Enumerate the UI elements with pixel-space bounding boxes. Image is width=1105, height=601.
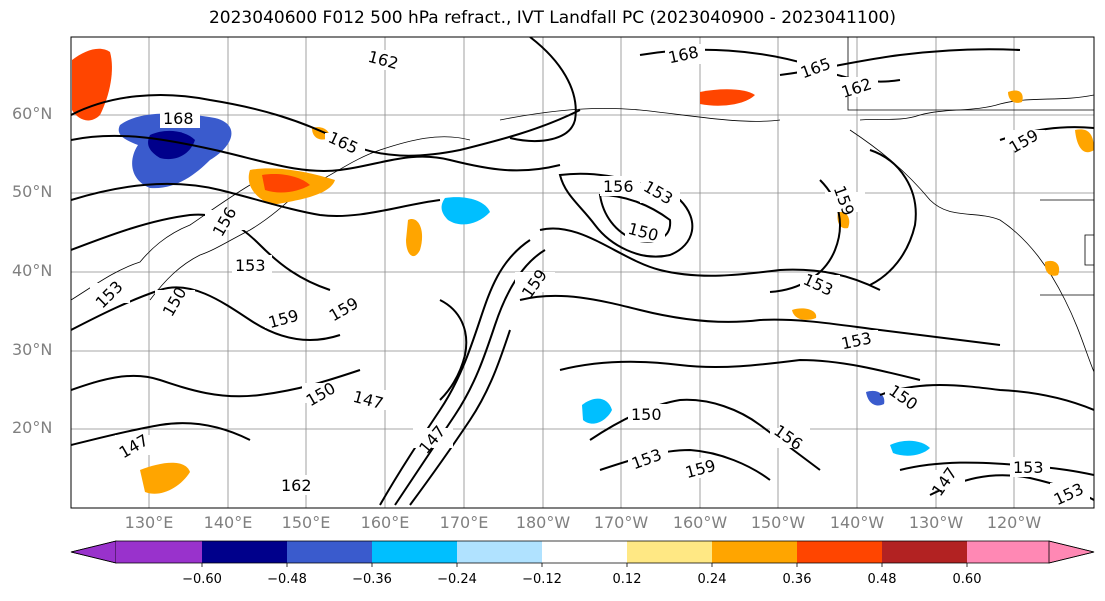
- colorbar-tick-label: 0.24: [697, 572, 727, 587]
- lat-label: 60°N: [12, 104, 53, 123]
- colorbar-bin: [882, 541, 967, 563]
- map-title: 2023040600 F012 500 hPa refract., IVT La…: [208, 8, 896, 28]
- lon-label: 140°W: [829, 513, 885, 532]
- lon-label: 130°W: [908, 513, 964, 532]
- map-border: [70, 36, 1095, 509]
- lat-label: 30°N: [12, 340, 53, 359]
- colorbar-tick-label: −0.36: [352, 572, 392, 587]
- lon-label: 170°E: [439, 513, 489, 532]
- colorbar-bin: [116, 541, 202, 563]
- lon-label: 130°E: [124, 513, 174, 532]
- lon-label: 170°W: [593, 513, 649, 532]
- colorbar-bin: [372, 541, 457, 563]
- colorbar-tick-label: −0.24: [437, 572, 477, 587]
- colorbar-bin: [712, 541, 797, 563]
- colorbar-tick-label: −0.60: [182, 572, 222, 587]
- map-panel: [71, 37, 1094, 508]
- shaded-region-orange: [1044, 260, 1060, 276]
- lat-label: 40°N: [12, 261, 53, 280]
- shaded-region-lightblue: [582, 398, 612, 424]
- shaded-region-darkblue: [148, 130, 195, 160]
- colorbar-tick-label: 0.48: [867, 572, 897, 587]
- colorbar-extend-low: [70, 540, 117, 564]
- shaded-region-red: [700, 89, 755, 106]
- colorbar-extend-high: [1048, 540, 1095, 564]
- shaded-region-blue: [866, 390, 885, 406]
- colorbar-bin: [967, 541, 1049, 563]
- lon-label: 150°W: [750, 513, 806, 532]
- colorbar-bin: [627, 541, 712, 563]
- colorbar-tick-label: 0.60: [952, 572, 982, 587]
- contour-label: 156: [603, 177, 634, 196]
- lat-label: 20°N: [12, 418, 53, 437]
- lon-label: 120°W: [986, 513, 1042, 532]
- contour-label: 150: [631, 405, 662, 424]
- contour-label: 168: [163, 109, 194, 128]
- shaded-region-orange: [406, 219, 423, 257]
- colorbar-tick-label: 0.36: [782, 572, 812, 587]
- lon-label: 180°W: [515, 513, 571, 532]
- lon-label: 140°E: [203, 513, 253, 532]
- lon-label: 160°W: [672, 513, 728, 532]
- colorbar-bin: [542, 541, 627, 563]
- colorbar-tick-label: 0.12: [612, 572, 642, 587]
- colorbar-bin: [457, 541, 542, 563]
- map-layers: [71, 37, 1094, 508]
- shaded-region-orange: [1008, 90, 1023, 103]
- shaded-region-lightblue: [441, 197, 490, 225]
- colorbar-outline: [70, 540, 1095, 564]
- contour-label: 153: [1013, 458, 1044, 477]
- colorbar-tick-label: −0.12: [522, 572, 562, 587]
- graticule: [71, 37, 1094, 508]
- contour-label: 153: [235, 256, 266, 275]
- lon-label: 160°E: [360, 513, 410, 532]
- shaded-region-lightblue: [890, 440, 930, 456]
- coastlines: [71, 37, 1094, 373]
- shaded-region-orange: [792, 308, 817, 320]
- shaded-region-orange: [140, 462, 190, 494]
- colorbar-bin: [202, 541, 287, 563]
- lat-label: 50°N: [12, 182, 53, 201]
- shading-layer: [72, 48, 1094, 494]
- colorbar-bin: [797, 541, 882, 563]
- lon-label: 150°E: [281, 513, 331, 532]
- colorbar-tick-label: −0.48: [267, 572, 307, 587]
- shaded-region-red: [262, 174, 310, 193]
- contour-label: 162: [281, 476, 312, 495]
- contour-label-layer: 162 168 165 162 168 165 159 156 153 150 …: [90, 42, 1090, 509]
- colorbar: [70, 540, 1095, 567]
- shaded-region-orange: [1075, 129, 1094, 153]
- colorbar-bin: [287, 541, 372, 563]
